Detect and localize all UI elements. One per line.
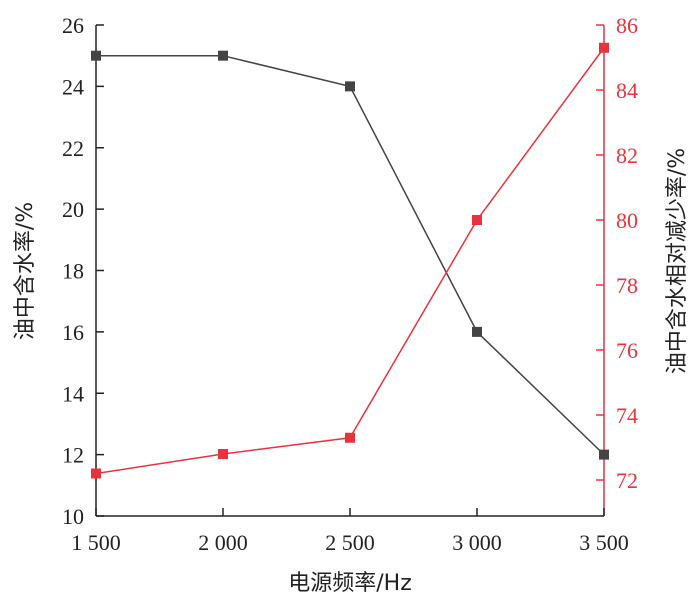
series-1-point xyxy=(345,81,355,92)
left-tick-label: 26 xyxy=(62,13,84,38)
x-tick-label: 3 500 xyxy=(579,530,629,555)
right-tick-label: 86 xyxy=(616,13,638,38)
left-y-axis: 10 12 14 16 18 20 22 24 26 xyxy=(62,13,104,529)
series-2-line xyxy=(95,47,605,475)
right-tick-label: 84 xyxy=(616,78,638,103)
right-tick-label: 72 xyxy=(616,468,638,493)
x-tick-label: 3 000 xyxy=(452,530,502,555)
series-2-point xyxy=(345,432,355,443)
left-tick-label: 12 xyxy=(62,443,84,468)
left-tick-label: 20 xyxy=(62,197,84,222)
series-1-line xyxy=(96,54,605,456)
left-tick-label: 22 xyxy=(62,136,84,161)
left-tick-label: 16 xyxy=(62,320,84,345)
x-tick-label: 2 500 xyxy=(325,530,375,555)
right-tick-label: 76 xyxy=(616,338,638,363)
left-tick-label: 24 xyxy=(62,74,84,99)
series-1-point xyxy=(599,449,609,460)
right-tick-label: 78 xyxy=(616,273,638,298)
x-axis-title: 电源频率/Hz xyxy=(288,571,412,596)
left-y-axis-title: 油中含水率/% xyxy=(13,202,38,340)
x-tick-label: 2 000 xyxy=(198,530,248,555)
series-1-point xyxy=(472,326,482,337)
series-2-point xyxy=(599,42,609,53)
left-tick-label: 18 xyxy=(62,259,84,284)
series-2-point xyxy=(91,468,101,479)
right-tick-label: 74 xyxy=(616,403,638,428)
right-y-axis: 72 74 76 78 80 82 84 86 xyxy=(596,13,638,516)
series-layer xyxy=(91,42,609,479)
right-y-axis-title: 油中含水相对减少率/% xyxy=(665,148,690,374)
series-2-point xyxy=(472,215,482,225)
x-tick-label: 1 500 xyxy=(71,530,121,555)
right-tick-label: 80 xyxy=(616,208,638,233)
series-2-point xyxy=(218,449,228,459)
series-1-point xyxy=(91,50,101,61)
right-tick-label: 82 xyxy=(616,143,638,168)
series-1-point xyxy=(218,50,228,61)
left-tick-label: 14 xyxy=(62,381,84,406)
left-tick-label: 10 xyxy=(62,504,84,529)
x-axis: 1 500 2 000 2 500 3 000 3 500 xyxy=(71,508,629,555)
